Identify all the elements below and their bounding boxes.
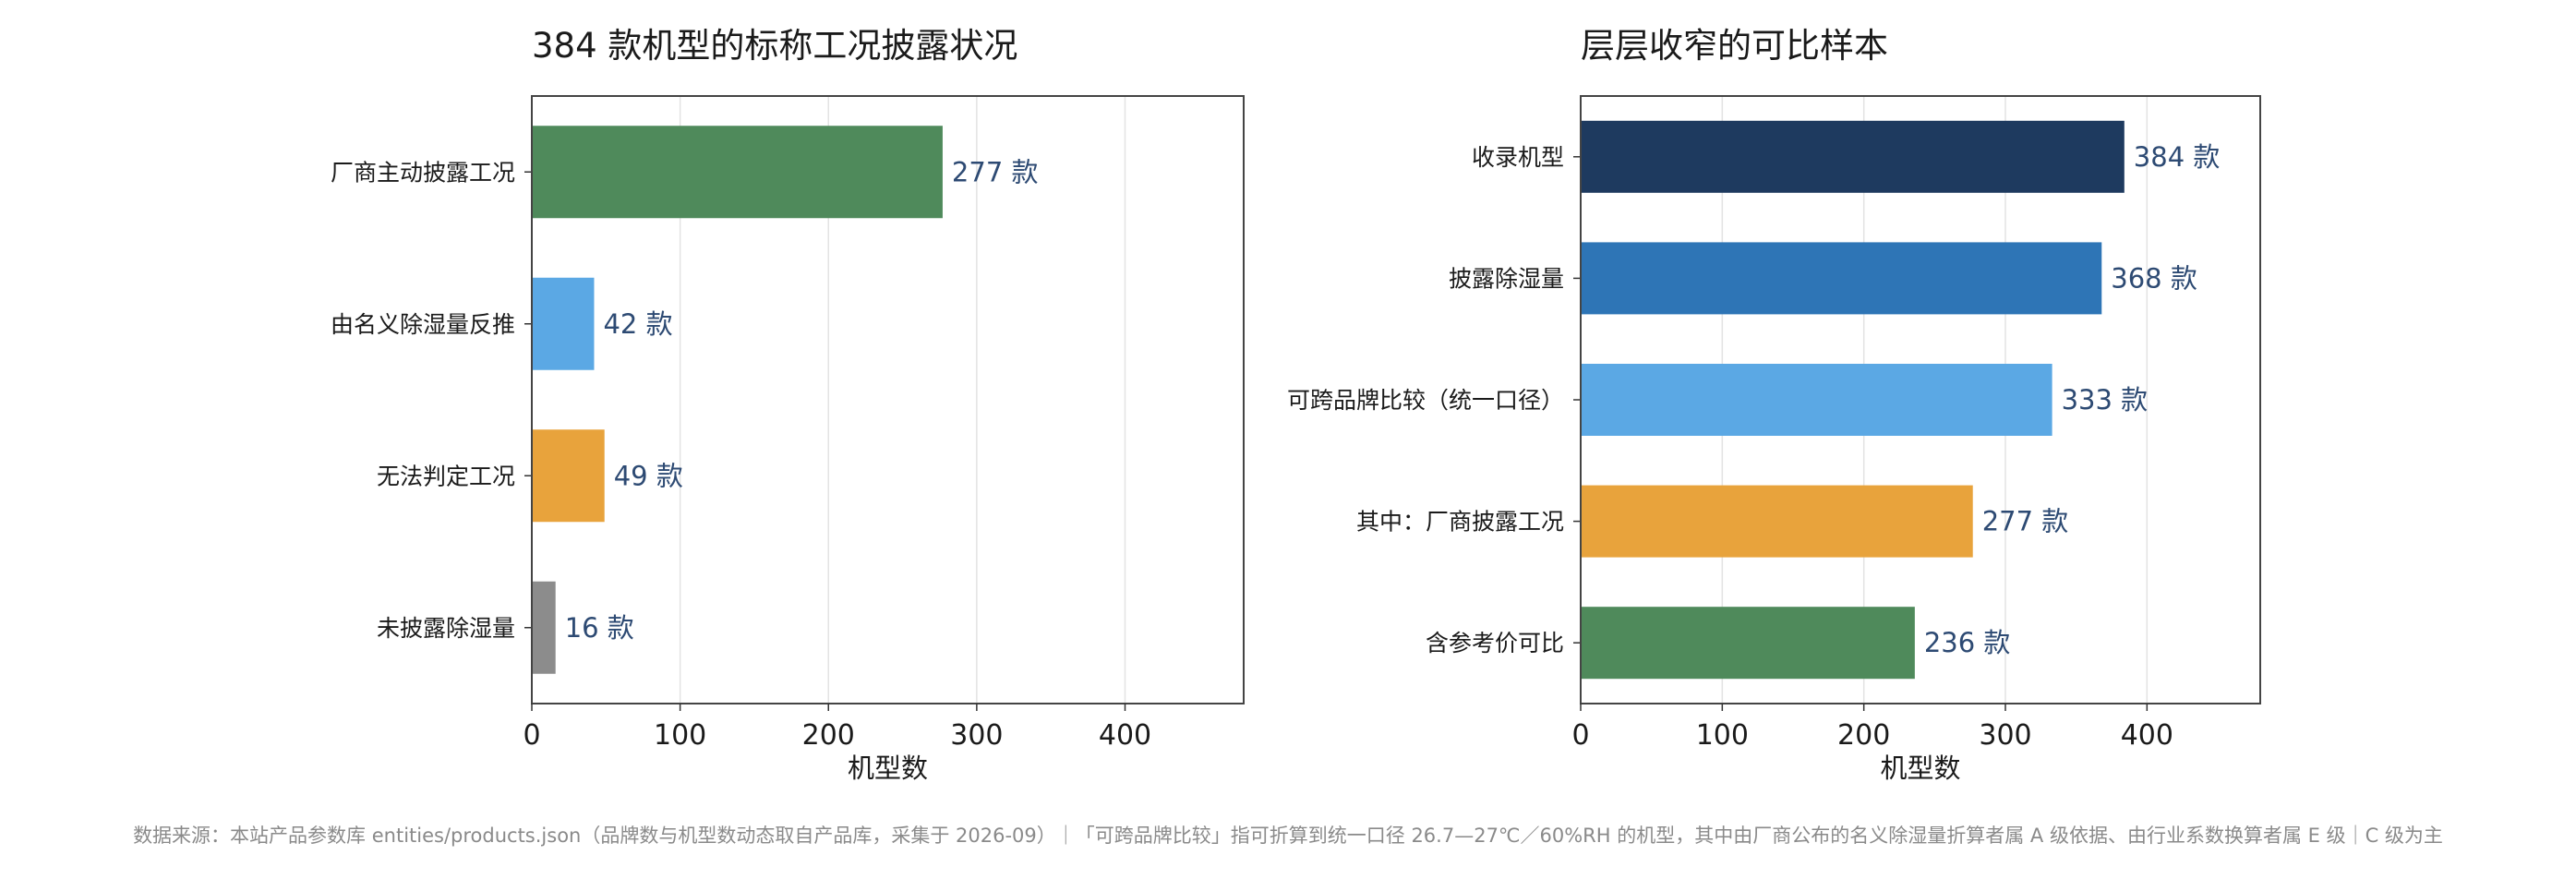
data-label: 277 款 — [952, 156, 1039, 187]
x-tick-label: 0 — [523, 719, 540, 752]
x-tick-label: 0 — [1571, 719, 1589, 752]
bar — [1581, 485, 1973, 558]
x-tick-label: 100 — [1696, 719, 1749, 752]
bar — [1581, 242, 2102, 315]
chart-title: 384 款机型的标称工况披露状况 — [532, 26, 1017, 66]
data-label: 16 款 — [565, 612, 634, 644]
category-label: 无法判定工况 — [377, 463, 515, 489]
data-label: 277 款 — [1982, 506, 2069, 537]
x-axis-label: 机型数 — [848, 753, 928, 784]
category-label: 含参考价可比 — [1426, 630, 1564, 656]
data-label: 236 款 — [1924, 627, 2011, 658]
bar — [532, 429, 605, 523]
x-axis-label: 机型数 — [1880, 753, 1960, 784]
footnote: 数据来源：本站产品参数库 entities/products.json（品牌数与… — [133, 825, 2443, 847]
chart-title: 层层收窄的可比样本 — [1581, 26, 1888, 66]
category-label: 厂商主动披露工况 — [331, 159, 515, 186]
bar — [1581, 364, 2052, 436]
data-label: 42 款 — [603, 308, 672, 340]
bar — [1581, 120, 2125, 193]
bar — [532, 126, 943, 219]
category-label: 收录机型 — [1472, 144, 1564, 171]
x-tick-label: 300 — [1979, 719, 2031, 752]
plot-frame — [531, 95, 1245, 704]
data-label: 49 款 — [614, 460, 683, 491]
category-label: 披露除湿量 — [1449, 265, 1564, 292]
data-label: 333 款 — [2062, 384, 2149, 415]
data-label: 368 款 — [2111, 262, 2197, 294]
category-label: 可跨品牌比较（统一口径） — [1287, 387, 1564, 414]
x-tick-label: 100 — [654, 719, 706, 752]
bar — [532, 277, 595, 370]
data-label: 384 款 — [2134, 141, 2221, 173]
x-tick-label: 200 — [1837, 719, 1890, 752]
category-label: 由名义除湿量反推 — [331, 311, 515, 338]
plot-frame — [1580, 95, 2261, 704]
x-tick-label: 200 — [802, 719, 855, 752]
x-tick-label: 300 — [950, 719, 1003, 752]
bar — [1581, 607, 1915, 680]
category-label: 未披露除湿量 — [377, 615, 515, 642]
x-tick-label: 400 — [1099, 719, 1151, 752]
x-tick-label: 400 — [2121, 719, 2173, 752]
category-label: 其中：厂商披露工况 — [1356, 509, 1564, 536]
bar — [532, 581, 556, 674]
